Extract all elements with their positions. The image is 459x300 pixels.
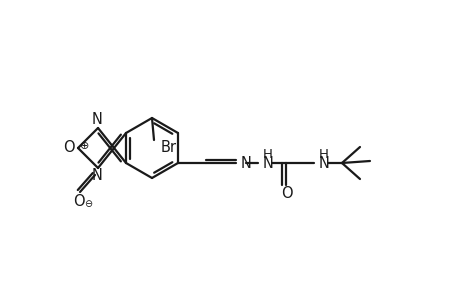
Text: N: N bbox=[91, 112, 102, 127]
Text: Br: Br bbox=[161, 140, 177, 155]
Text: O: O bbox=[280, 187, 292, 202]
Text: H: H bbox=[263, 148, 272, 160]
Text: ⊕: ⊕ bbox=[80, 141, 90, 151]
Text: N: N bbox=[241, 157, 252, 172]
Text: N: N bbox=[91, 169, 102, 184]
Text: N: N bbox=[318, 157, 329, 172]
Text: H: H bbox=[318, 148, 328, 160]
Text: N: N bbox=[263, 157, 273, 172]
Text: ⊖: ⊖ bbox=[84, 199, 92, 209]
Text: O: O bbox=[63, 140, 75, 154]
Text: O: O bbox=[73, 194, 84, 208]
